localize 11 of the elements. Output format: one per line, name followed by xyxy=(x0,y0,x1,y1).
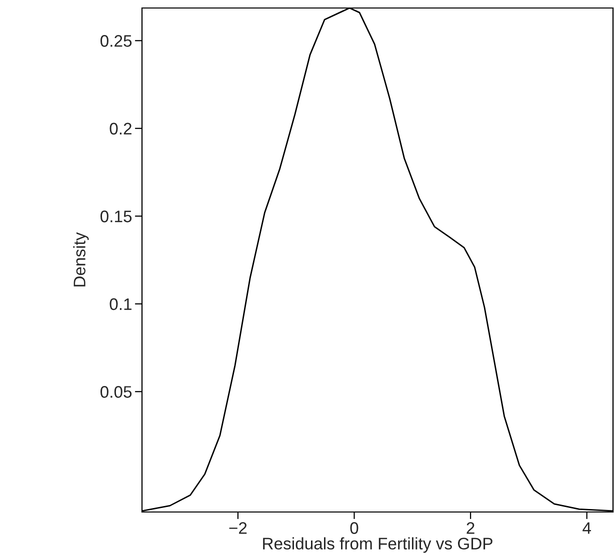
x-axis-title: Residuals from Fertility vs GDP xyxy=(263,537,492,553)
x-tick-label: −2 xyxy=(229,522,247,534)
x-tick-label: 4 xyxy=(582,522,591,534)
x-tick-label: 2 xyxy=(466,522,474,534)
y-tick-label: 0.05 xyxy=(100,386,132,398)
y-tick-label: 0.1 xyxy=(110,298,132,310)
y-tick-label: 0.2 xyxy=(110,122,132,135)
y-axis-title: Density xyxy=(73,232,89,286)
y-tick-label: 0.25 xyxy=(100,35,132,47)
y-tick-label: 0.15 xyxy=(100,210,132,222)
x-tick-label: 0 xyxy=(350,522,358,534)
